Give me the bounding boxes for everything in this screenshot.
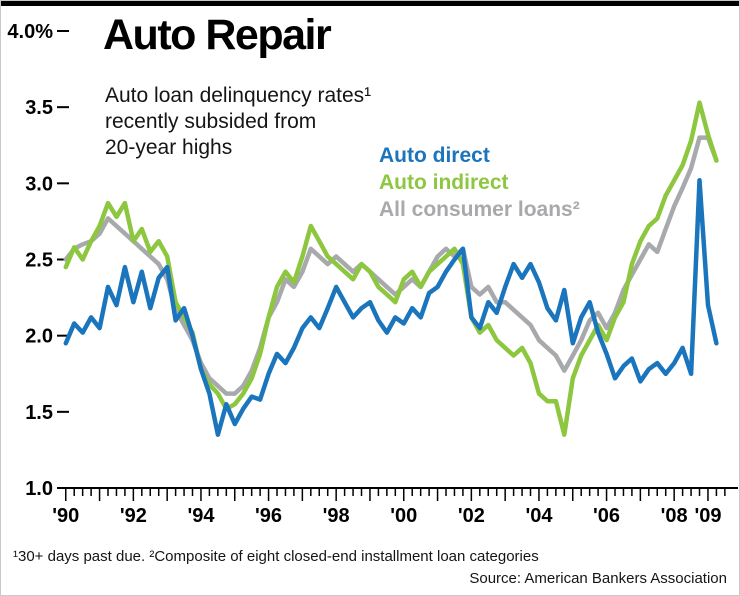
y-tick-label: 1.5 — [25, 402, 53, 424]
legend-item-all-consumer-loans: All consumer loans² — [379, 198, 580, 221]
x-tick-label: '90 — [52, 505, 79, 527]
subtitle-line: Auto loan delinquency rates¹ — [105, 84, 372, 107]
chart-title: Auto Repair — [103, 11, 332, 59]
series-line-auto-direct — [63, 178, 719, 437]
y-tick-label: 3.0 — [25, 173, 53, 195]
y-tick-label: 2.5 — [25, 250, 53, 272]
x-tick-label: '96 — [255, 505, 282, 527]
x-tick-label: '94 — [187, 505, 215, 527]
x-tick-label: '98 — [323, 505, 350, 527]
y-tick-label: 4.0% — [7, 21, 53, 43]
source-credit: Source: American Bankers Association — [469, 570, 727, 587]
y-tick-label: 3.5 — [25, 97, 53, 119]
chart-legend: Auto direct Auto indirect All consumer loa… — [379, 142, 580, 223]
x-tick-label: '06 — [593, 505, 620, 527]
x-tick-label: '02 — [458, 505, 485, 527]
x-tick-label: '92 — [120, 505, 147, 527]
footnote: ¹30+ days past due. ²Composite of eight … — [13, 548, 539, 565]
x-tick-label: '04 — [525, 505, 553, 527]
x-tick-label: '00 — [390, 505, 417, 527]
subtitle-line: recently subsided from — [105, 110, 317, 133]
subtitle-line: 20-year highs — [105, 136, 233, 159]
chart-subtitle: Auto loan delinquency rates¹ recently su… — [105, 83, 371, 161]
x-tick-label: '09 — [694, 505, 721, 527]
top-rule — [1, 1, 739, 6]
series-line-auto-indirect — [63, 100, 719, 437]
y-tick-label: 1.0 — [25, 478, 53, 500]
legend-item-auto-direct: Auto direct — [379, 144, 490, 167]
legend-item-auto-indirect: Auto indirect — [379, 171, 509, 194]
x-tick-label: '08 — [661, 505, 688, 527]
y-tick-label: 2.0 — [25, 326, 53, 348]
